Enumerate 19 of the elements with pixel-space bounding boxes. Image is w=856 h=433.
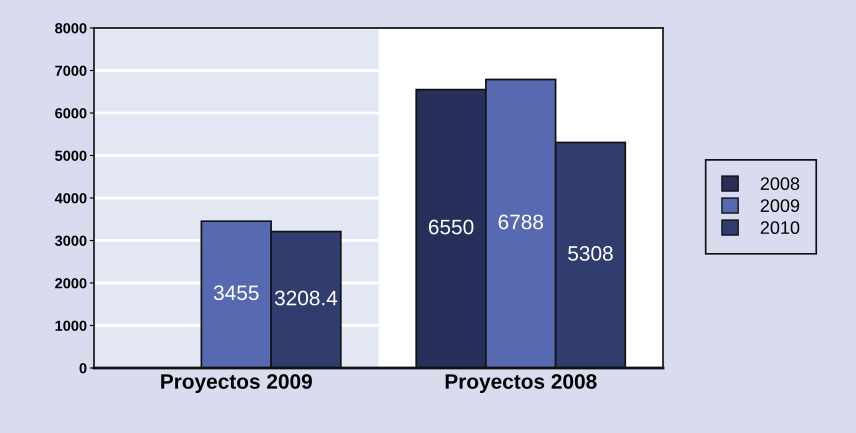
y-tick-label: 5000 [55, 150, 86, 161]
y-tick-label: 6000 [55, 108, 86, 118]
legend-label: 2010 [760, 221, 800, 234]
data-label: 6550 [428, 220, 474, 234]
data-label: 3208.4 [274, 290, 338, 306]
y-tick-label: 3000 [54, 236, 86, 246]
y-tick-label: 8000 [55, 23, 86, 34]
y-tick-label: 0 [80, 363, 86, 374]
data-label: 5308 [568, 246, 613, 261]
y-tick-label: 2000 [55, 278, 86, 288]
legend-label: 2008 [760, 177, 800, 190]
x-tick-label: Proyectos 2009 [161, 374, 312, 393]
y-tick-label: 1000 [56, 320, 86, 331]
legend-label: 2009 [760, 199, 800, 212]
x-tick-label: Proyectos 2008 [446, 374, 597, 393]
data-label: 6788 [498, 214, 544, 230]
data-label: 3455 [214, 285, 259, 300]
y-tick-label: 7000 [55, 66, 86, 76]
y-tick-label: 4000 [54, 193, 86, 204]
